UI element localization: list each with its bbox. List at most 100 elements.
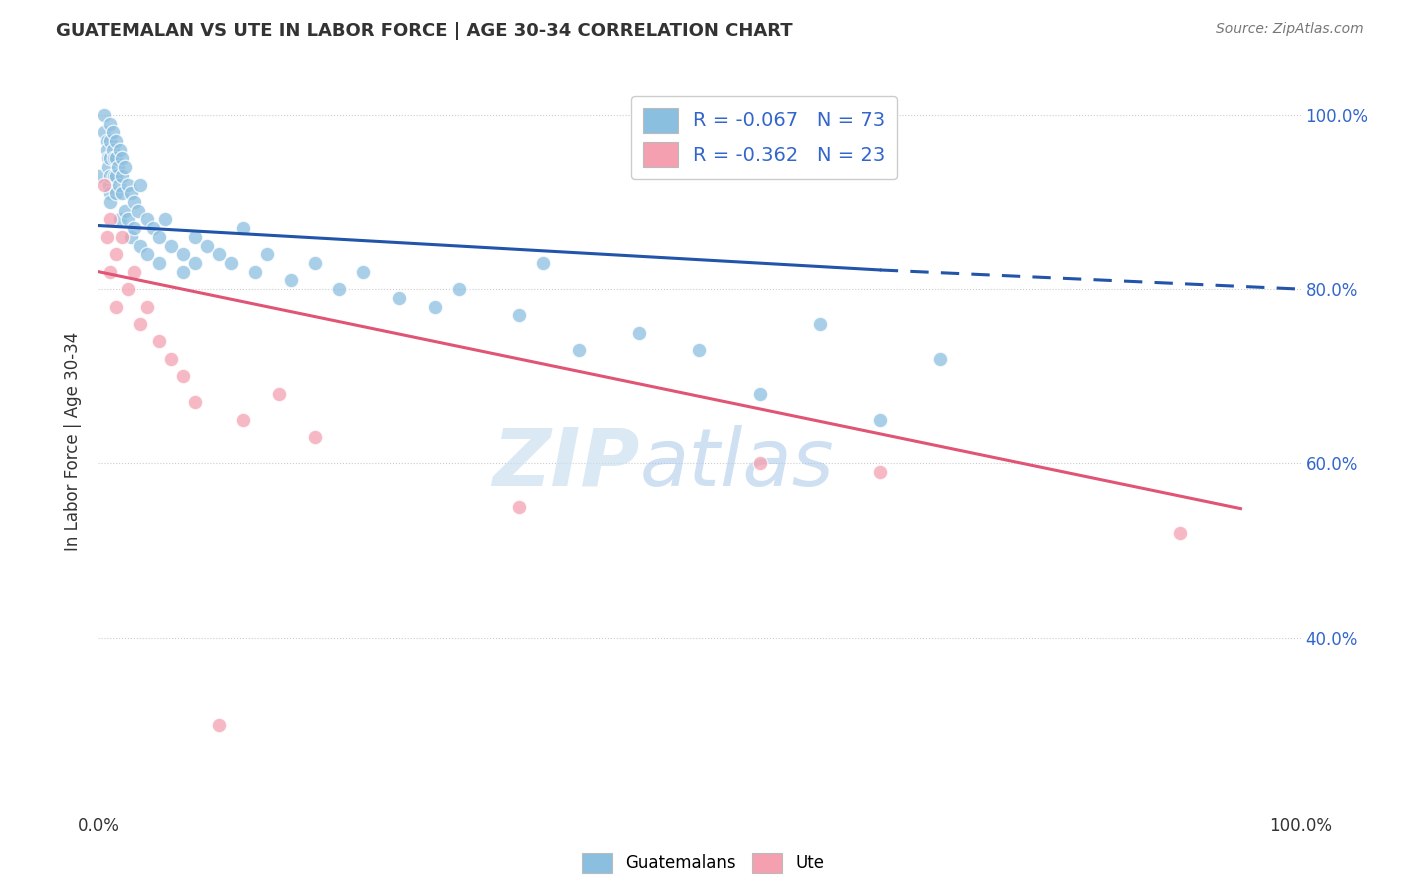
Point <box>96 143 118 157</box>
Point <box>352 265 374 279</box>
Point <box>531 256 554 270</box>
Point <box>508 308 530 322</box>
Point <box>108 212 131 227</box>
Point <box>103 169 125 183</box>
Point <box>93 178 115 192</box>
Point <box>105 247 128 261</box>
Point <box>135 212 157 227</box>
Point <box>183 230 205 244</box>
Point <box>232 221 254 235</box>
Point <box>117 282 139 296</box>
Point <box>105 152 128 166</box>
Point <box>219 256 242 270</box>
Legend: R = -0.067   N = 73, R = -0.362   N = 23: R = -0.067 N = 73, R = -0.362 N = 23 <box>631 95 897 179</box>
Point <box>100 169 122 183</box>
Point <box>101 125 124 139</box>
Point <box>96 134 118 148</box>
Point <box>172 369 194 384</box>
Point <box>111 230 134 244</box>
Point <box>135 247 157 261</box>
Point <box>748 386 770 401</box>
Point <box>267 386 290 401</box>
Point <box>97 160 120 174</box>
Point <box>101 143 124 157</box>
Point <box>96 230 118 244</box>
Point <box>100 134 122 148</box>
Point <box>304 256 326 270</box>
Point <box>508 500 530 514</box>
Point <box>105 300 128 314</box>
Point <box>114 160 136 174</box>
Point <box>100 117 122 131</box>
Point <box>124 221 146 235</box>
Point <box>105 169 128 183</box>
Point <box>208 717 231 731</box>
Point <box>120 230 142 244</box>
Point <box>124 194 146 209</box>
Point <box>183 395 205 409</box>
Point <box>628 326 651 340</box>
Point <box>100 152 122 166</box>
Point <box>100 265 122 279</box>
Point <box>129 178 152 192</box>
Point <box>172 247 194 261</box>
Y-axis label: In Labor Force | Age 30-34: In Labor Force | Age 30-34 <box>65 332 83 551</box>
Point <box>447 282 470 296</box>
Point <box>388 291 411 305</box>
Point <box>129 238 152 252</box>
Point <box>208 247 231 261</box>
Point <box>869 465 891 479</box>
Point <box>159 351 181 366</box>
Point <box>100 194 122 209</box>
Point <box>129 317 152 331</box>
Point <box>243 265 266 279</box>
Point <box>256 247 278 261</box>
Point <box>280 273 302 287</box>
Text: ZIP: ZIP <box>492 425 640 503</box>
Point <box>328 282 350 296</box>
Point <box>1170 526 1192 541</box>
Point <box>105 134 128 148</box>
Point <box>183 256 205 270</box>
Point <box>135 300 157 314</box>
Text: atlas: atlas <box>640 425 834 503</box>
Text: GUATEMALAN VS UTE IN LABOR FORCE | AGE 30-34 CORRELATION CHART: GUATEMALAN VS UTE IN LABOR FORCE | AGE 3… <box>56 22 793 40</box>
Point <box>124 265 146 279</box>
Point <box>808 317 831 331</box>
Point <box>148 334 170 349</box>
Point <box>97 152 120 166</box>
Point <box>93 108 115 122</box>
Point <box>105 186 128 201</box>
Legend: Guatemalans, Ute: Guatemalans, Ute <box>575 847 831 880</box>
Point <box>748 456 770 470</box>
Point <box>148 230 170 244</box>
Point <box>141 221 163 235</box>
Point <box>172 265 194 279</box>
Point <box>98 178 121 192</box>
Point <box>108 178 131 192</box>
Point <box>114 203 136 218</box>
Point <box>127 203 149 218</box>
Point <box>120 186 142 201</box>
Point <box>869 413 891 427</box>
Point <box>93 125 115 139</box>
Text: Source: ZipAtlas.com: Source: ZipAtlas.com <box>1216 22 1364 37</box>
Point <box>100 212 122 227</box>
Point <box>87 169 110 183</box>
Point <box>108 143 131 157</box>
Point <box>107 160 129 174</box>
Point <box>195 238 218 252</box>
Point <box>568 343 591 357</box>
Point <box>111 169 134 183</box>
Point <box>148 256 170 270</box>
Point <box>103 152 125 166</box>
Point <box>100 186 122 201</box>
Point <box>153 212 176 227</box>
Point <box>111 186 134 201</box>
Point <box>232 413 254 427</box>
Point <box>689 343 711 357</box>
Point <box>111 152 134 166</box>
Point <box>117 178 139 192</box>
Point <box>159 238 181 252</box>
Point <box>928 351 950 366</box>
